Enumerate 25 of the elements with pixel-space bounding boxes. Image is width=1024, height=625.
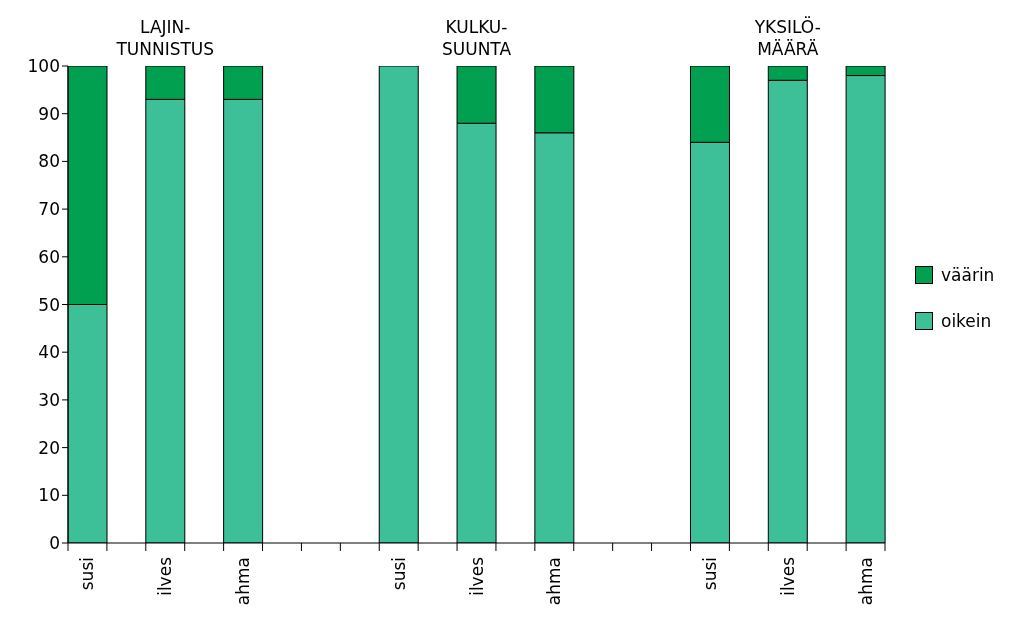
x-tick-label: ilves [777,556,798,596]
legend-label: väärin [941,264,995,285]
text: YKSILÖ- MÄÄRÄ [753,16,822,60]
y-tick-label: 40 [38,342,60,363]
legend-label: oikein [941,310,992,331]
x-tick-label: ahma [544,557,565,606]
x-tick-label: ahma [855,557,876,606]
y-tick-label: 10 [38,485,60,506]
y-tick-label: 100 [27,56,60,77]
y-tick-label: 20 [38,437,60,458]
y-tick-label: 50 [38,294,60,315]
y-tick-label: 90 [38,103,60,124]
y-tick-label: 0 [49,533,60,554]
y-tick-label: 30 [38,389,60,410]
x-tick-label: susi [388,557,409,591]
x-tick-label: ilves [466,556,487,596]
text: KULKU- SUUNTA [440,16,513,60]
y-tick-label: 80 [38,151,60,172]
x-tick-label: ilves [155,556,176,596]
text: LAJIN- TUNNISTUS [115,16,216,60]
x-tick-label: susi [699,557,720,591]
y-tick-label: 70 [38,199,60,220]
x-tick-label: ahma [233,557,254,606]
y-tick-label: 60 [38,246,60,267]
x-tick-label: susi [77,557,98,591]
